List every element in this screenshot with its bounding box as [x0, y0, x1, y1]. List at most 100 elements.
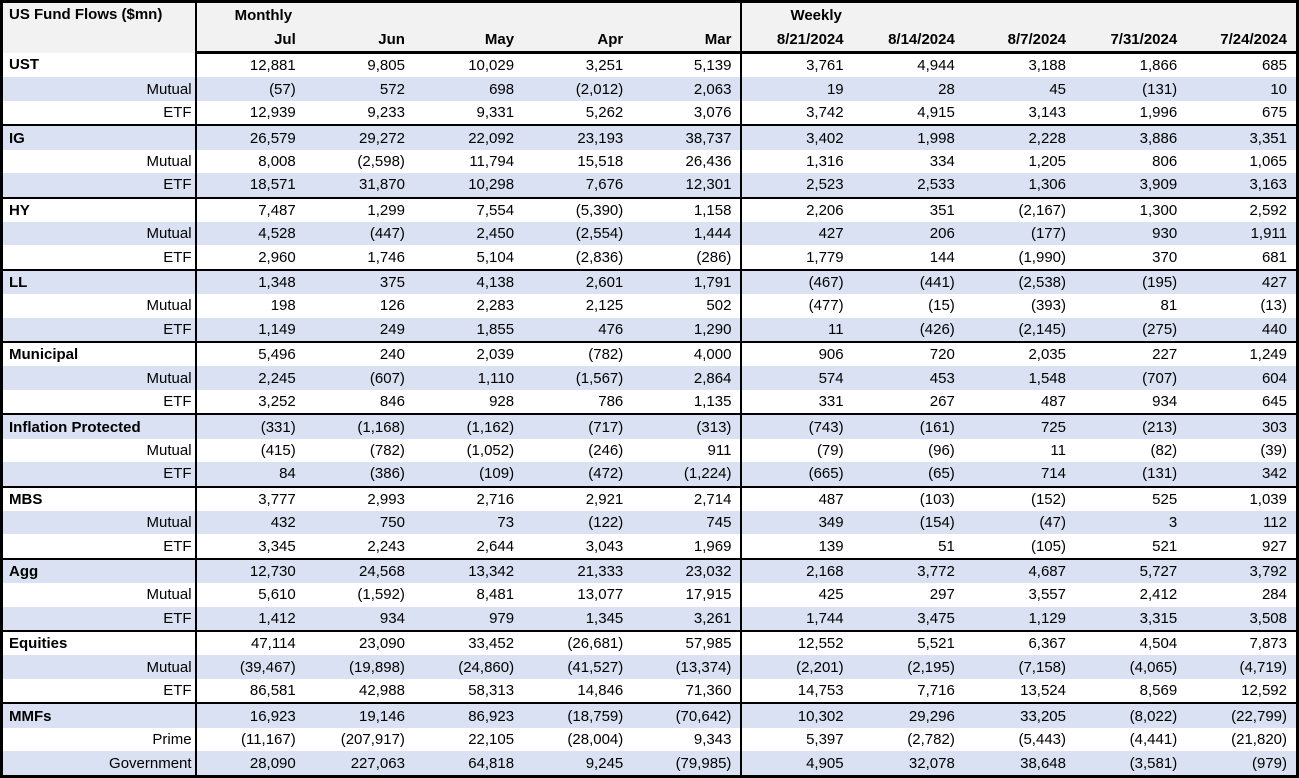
- data-cell: 3,188: [963, 52, 1075, 78]
- sub-row-label: ETF: [1, 534, 197, 559]
- data-cell: 23,090: [304, 630, 414, 656]
- data-cell: 427: [740, 221, 853, 246]
- data-cell: 1,998: [852, 124, 964, 150]
- data-cell: (5,390): [523, 196, 633, 222]
- data-cell: 928: [413, 389, 524, 415]
- group-row-label: Equities: [1, 630, 197, 656]
- data-cell: (386): [304, 462, 414, 487]
- data-cell: (472): [523, 462, 633, 487]
- table-row: IG 26,579 29,272 22,092 23,193 38,737 3,402 1,9…: [1, 124, 1298, 150]
- sub-row-label: Government: [1, 751, 197, 777]
- table-title: US Fund Flows ($mn): [1, 1, 197, 53]
- data-cell: 1,744: [740, 606, 853, 632]
- data-cell: 227: [1075, 341, 1187, 367]
- data-cell: 3,777: [195, 485, 305, 511]
- data-cell: 9,233: [304, 100, 414, 126]
- data-cell: 33,205: [963, 702, 1075, 728]
- data-cell: (103): [852, 485, 964, 511]
- table-row: Mutual (415) (782) (1,052) (246) 911 (79) (96) 1…: [1, 438, 1298, 463]
- data-cell: (2,598): [304, 149, 414, 174]
- data-cell: (313): [632, 413, 742, 439]
- data-cell: 3,886: [1075, 124, 1187, 150]
- data-cell: 7,716: [852, 678, 964, 704]
- table-row: Prime (11,167) (207,917) 22,105 (28,004) 9,34…: [1, 727, 1298, 752]
- data-cell: (11,167): [195, 727, 305, 752]
- data-cell: 3,761: [740, 52, 853, 78]
- data-cell: (18,759): [523, 702, 633, 728]
- data-cell: (13,374): [632, 655, 742, 679]
- data-cell: 4,528: [195, 221, 305, 246]
- data-cell: (665): [740, 462, 853, 487]
- section-header-row: US Fund Flows ($mn) Monthly Weekly: [1, 1, 1298, 53]
- data-cell: 911: [632, 438, 742, 463]
- data-cell: 3,261: [632, 606, 742, 632]
- data-cell: 10,298: [413, 173, 524, 198]
- data-cell: 51: [852, 534, 964, 559]
- data-cell: 15,518: [523, 149, 633, 174]
- data-cell: 453: [852, 366, 964, 390]
- data-cell: (109): [413, 462, 524, 487]
- table-row: ETF 12,939 9,233 9,331 5,262 3,076 3,742 4,915 3…: [1, 100, 1298, 126]
- sub-row-label: Mutual: [1, 510, 197, 535]
- data-cell: 3,043: [523, 534, 633, 559]
- column-header-may: May: [413, 27, 524, 54]
- column-header-jun: Jun: [304, 27, 414, 54]
- table-row: ETF 1,149 249 1,855 476 1,290 11 (426) (2,145) (2…: [1, 317, 1298, 343]
- data-cell: 22,105: [413, 727, 524, 752]
- data-cell: 1,158: [632, 196, 742, 222]
- data-cell: 12,552: [740, 630, 853, 656]
- data-cell: (13): [1186, 294, 1298, 318]
- column-header-jul: Jul: [195, 27, 305, 54]
- data-cell: (57): [195, 77, 305, 101]
- data-cell: 3,792: [1186, 557, 1298, 584]
- data-cell: 28,090: [195, 751, 305, 777]
- data-cell: (213): [1075, 413, 1187, 439]
- data-cell: (152): [963, 485, 1075, 511]
- data-cell: 2,716: [413, 485, 524, 511]
- data-cell: (1,592): [304, 583, 414, 607]
- sub-row-label: Mutual: [1, 149, 197, 174]
- data-cell: 5,104: [413, 245, 524, 270]
- data-cell: (65): [852, 462, 964, 487]
- data-cell: 12,301: [632, 173, 742, 198]
- data-cell: 1,149: [195, 317, 305, 343]
- sub-row-label: ETF: [1, 678, 197, 704]
- data-cell: 334: [852, 149, 964, 174]
- data-cell: 930: [1075, 221, 1187, 246]
- group-row-label: HY: [1, 196, 197, 222]
- data-cell: 1,316: [740, 149, 853, 174]
- data-cell: (717): [523, 413, 633, 439]
- data-cell: 3,163: [1186, 173, 1298, 198]
- data-cell: 487: [963, 389, 1075, 415]
- data-cell: 934: [1075, 389, 1187, 415]
- table-row: Municipal 5,496 240 2,039 (782) 4,000 906 720 2,…: [1, 341, 1298, 367]
- data-cell: 32,078: [852, 751, 964, 777]
- data-cell: 21,333: [523, 557, 633, 584]
- data-cell: (275): [1075, 317, 1187, 343]
- data-cell: 45: [963, 77, 1075, 101]
- data-cell: 375: [304, 268, 414, 295]
- table-row: Mutual 2,245 (607) 1,110 (1,567) 2,864 574 453 1…: [1, 366, 1298, 390]
- data-cell: 11: [963, 438, 1075, 463]
- data-cell: (1,224): [632, 462, 742, 487]
- data-cell: 7,873: [1186, 630, 1298, 656]
- data-cell: 5,610: [195, 583, 305, 607]
- data-cell: 29,272: [304, 124, 414, 150]
- table-row: Mutual 198 126 2,283 2,125 502 (477) (15) (393) 8…: [1, 294, 1298, 318]
- data-cell: 5,521: [852, 630, 964, 656]
- monthly-section-label: Monthly: [195, 1, 742, 27]
- data-cell: 38,648: [963, 751, 1075, 777]
- sub-row-label: Mutual: [1, 221, 197, 246]
- data-cell: 645: [1186, 389, 1298, 415]
- data-cell: 26,436: [632, 149, 742, 174]
- data-cell: 5,262: [523, 100, 633, 126]
- data-cell: 427: [1186, 268, 1298, 295]
- data-cell: 4,687: [963, 557, 1075, 584]
- data-cell: 1,345: [523, 606, 633, 632]
- data-cell: 3,508: [1186, 606, 1298, 632]
- sub-row-label: ETF: [1, 245, 197, 270]
- data-cell: (2,012): [523, 77, 633, 101]
- data-cell: 1,996: [1075, 100, 1187, 126]
- data-cell: 3,315: [1075, 606, 1187, 632]
